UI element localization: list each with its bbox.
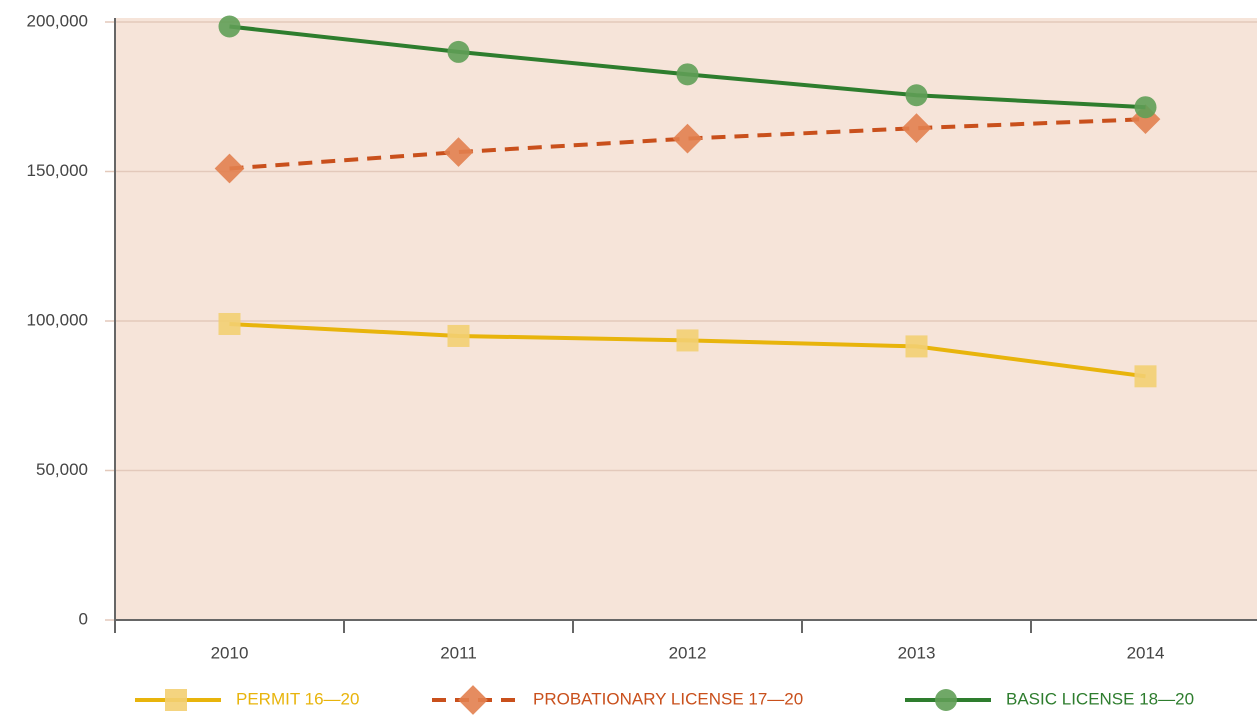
series-line — [229, 117, 1146, 171]
y-tick-label: 150,000 — [27, 161, 88, 180]
legend-label: PERMIT 16—20 — [236, 689, 359, 708]
y-tick-label: 200,000 — [27, 11, 88, 30]
marker — [447, 324, 470, 347]
marker — [676, 63, 699, 86]
y-tick-label: 0 — [79, 609, 88, 628]
marker — [901, 113, 932, 143]
marker — [905, 335, 928, 358]
marker — [1134, 96, 1157, 119]
marker — [905, 84, 928, 107]
marker — [447, 40, 470, 63]
legend-label: BASIC LICENSE 18—20 — [1006, 689, 1194, 708]
marker — [1134, 365, 1157, 388]
x-tick-label: 2014 — [1127, 643, 1165, 662]
marker — [676, 329, 699, 352]
legend-marker — [458, 685, 488, 715]
y-tick-label: 100,000 — [27, 310, 88, 329]
x-tick-label: 2010 — [211, 643, 249, 662]
legend-marker — [935, 689, 957, 711]
marker — [443, 137, 474, 167]
plot-area — [115, 18, 1257, 620]
x-tick-label: 2012 — [669, 643, 707, 662]
y-tick-label: 50,000 — [36, 460, 88, 479]
marker — [218, 312, 241, 335]
marker — [214, 153, 245, 184]
marker — [1130, 104, 1161, 135]
legend-label: PROBATIONARY LICENSE 17—20 — [533, 689, 803, 708]
x-tick-label: 2013 — [898, 643, 936, 662]
marker — [672, 123, 703, 154]
marker — [218, 15, 241, 38]
legend-marker — [165, 689, 187, 711]
x-tick-label: 2011 — [440, 643, 477, 662]
